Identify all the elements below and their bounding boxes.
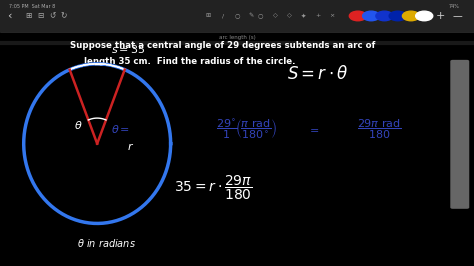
Circle shape <box>363 11 380 21</box>
Text: ‹: ‹ <box>7 11 12 21</box>
Text: arc length (s): arc length (s) <box>219 35 255 40</box>
Text: $\dfrac{29\pi\ \mathrm{rad}}{180}$: $\dfrac{29\pi\ \mathrm{rad}}{180}$ <box>357 117 401 141</box>
Text: ⊟: ⊟ <box>37 11 44 20</box>
Text: $\dfrac{29^{\circ}}{1}\!\left(\dfrac{\pi\ \mathrm{rad}}{180^{\circ}}\right)$: $\dfrac{29^{\circ}}{1}\!\left(\dfrac{\pi… <box>216 117 277 141</box>
Text: ⊞: ⊞ <box>206 14 211 18</box>
Circle shape <box>416 11 433 21</box>
Text: $\theta =$: $\theta =$ <box>111 123 130 135</box>
Circle shape <box>402 11 419 21</box>
Text: ◇: ◇ <box>273 14 277 18</box>
Text: /: / <box>222 14 224 18</box>
Text: ↻: ↻ <box>61 11 67 20</box>
Text: $r$: $r$ <box>127 141 134 152</box>
Text: ✎: ✎ <box>248 14 254 18</box>
FancyBboxPatch shape <box>450 60 469 209</box>
Text: ○: ○ <box>234 14 240 18</box>
Text: ○: ○ <box>258 14 264 18</box>
Text: ✦: ✦ <box>301 14 306 18</box>
Text: 7:05 PM  Sat Mar 8: 7:05 PM Sat Mar 8 <box>9 4 56 9</box>
Text: ◇: ◇ <box>287 14 292 18</box>
FancyBboxPatch shape <box>0 0 474 32</box>
Text: $=$: $=$ <box>307 124 319 134</box>
Text: —: — <box>453 11 462 21</box>
Text: 74%: 74% <box>449 4 460 9</box>
Circle shape <box>349 11 366 21</box>
Text: $S = r \cdot \theta$: $S = r \cdot \theta$ <box>287 65 348 84</box>
Text: $\theta$: $\theta$ <box>74 119 82 131</box>
Circle shape <box>376 11 393 21</box>
Text: +: + <box>315 14 320 18</box>
Text: $\theta$ in radians: $\theta$ in radians <box>77 237 136 250</box>
Text: Suppose that a central angle of 29 degrees subtends an arc of: Suppose that a central angle of 29 degre… <box>70 41 375 50</box>
Text: length 35 cm.  Find the radius of the circle.: length 35 cm. Find the radius of the cir… <box>84 57 295 66</box>
Text: ↺: ↺ <box>49 11 55 20</box>
Text: ⊞: ⊞ <box>25 11 32 20</box>
Text: ×: × <box>329 14 335 18</box>
Circle shape <box>389 11 406 21</box>
Text: +: + <box>436 11 446 21</box>
Text: $35 = r \cdot \dfrac{29\pi}{180}$: $35 = r \cdot \dfrac{29\pi}{180}$ <box>174 173 253 202</box>
Text: $s = 35$: $s = 35$ <box>111 43 145 55</box>
